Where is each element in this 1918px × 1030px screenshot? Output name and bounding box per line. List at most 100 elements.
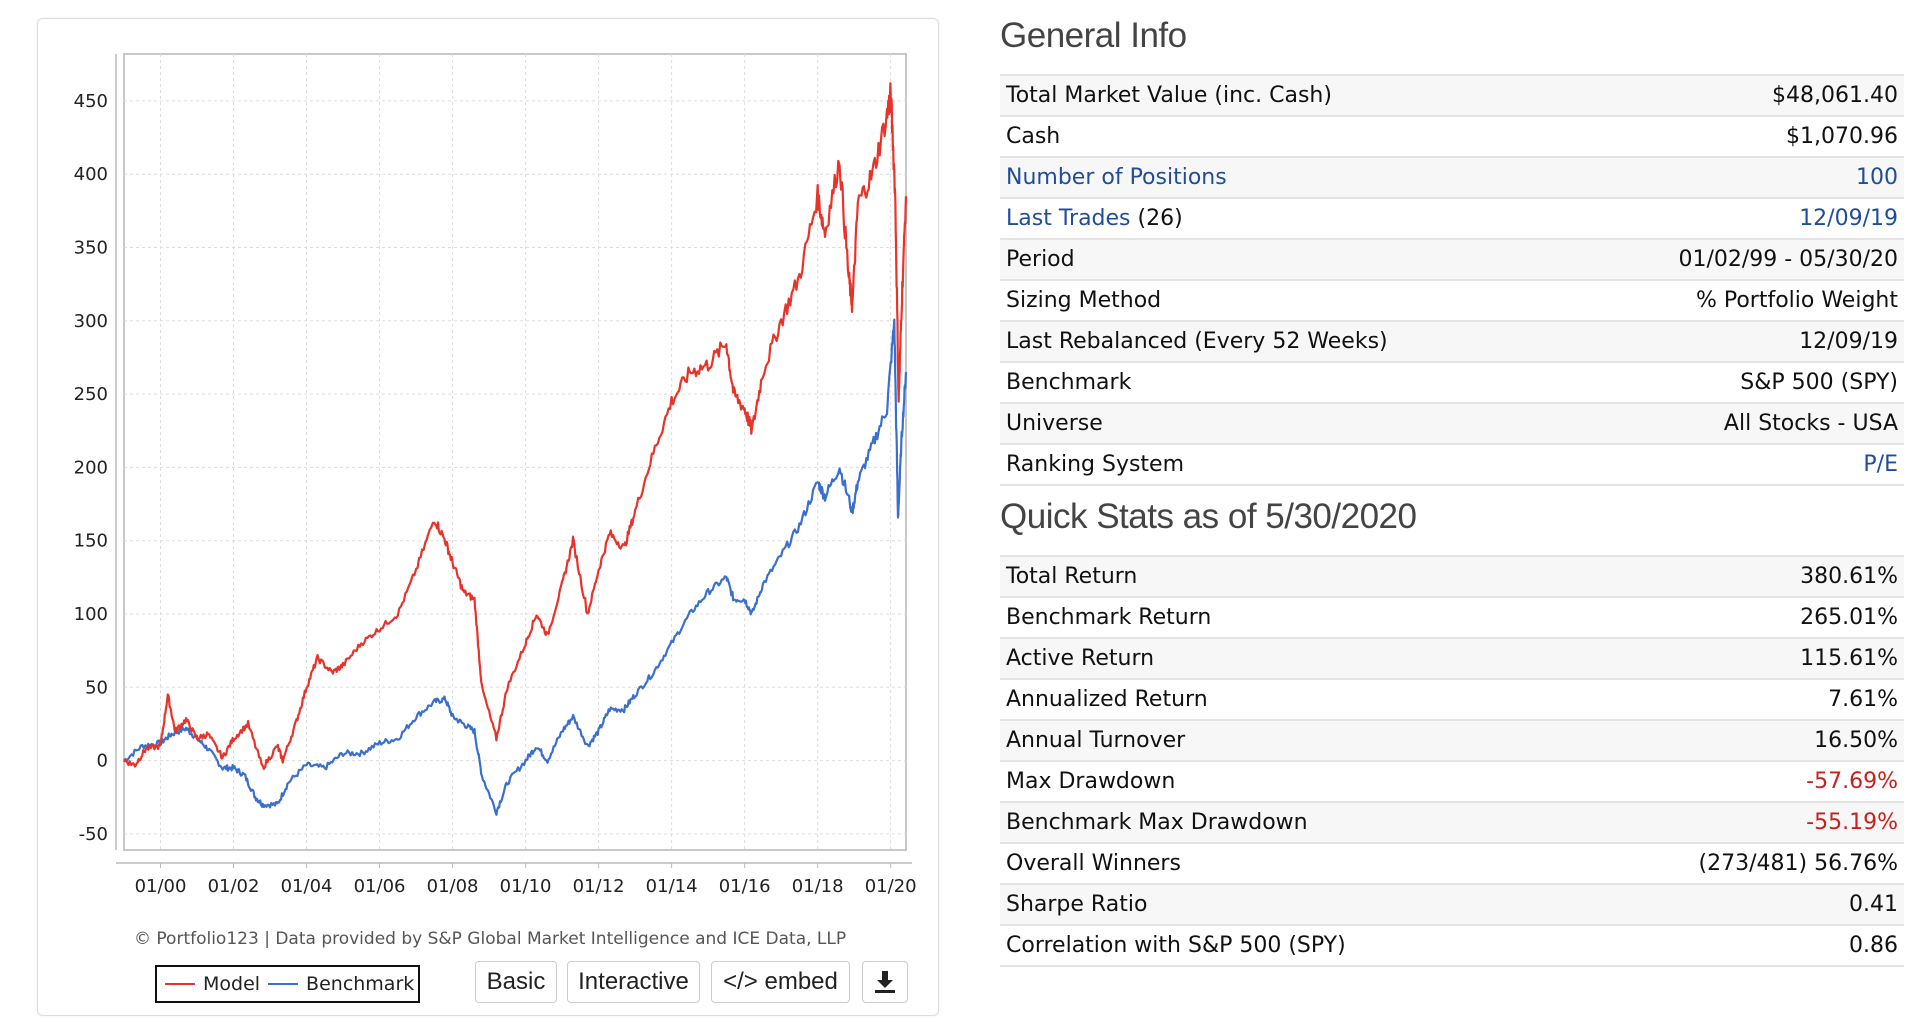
table-row: Correlation with S&P 500 (SPY) 0.86 xyxy=(1000,924,1904,967)
table-row: Overall Winners (273/481) 56.76% xyxy=(1000,842,1904,884)
chart-legend: Model Benchmark xyxy=(155,965,420,1003)
table-row: Sizing Method% Portfolio Weight xyxy=(1000,279,1904,321)
row-label: Annual Turnover xyxy=(1000,719,1565,761)
row-value: P/E xyxy=(1569,443,1904,486)
plot-area xyxy=(123,53,907,851)
table-row: Last Rebalanced (Every 52 Weeks) 12/09/19 xyxy=(1000,320,1904,362)
y-tick-label: 100 xyxy=(74,604,108,625)
legend-model: Model xyxy=(203,973,261,995)
table-row: Benchmark Return 265.01% xyxy=(1000,596,1904,638)
row-label: Max Drawdown xyxy=(1000,760,1565,802)
row-value: 100 xyxy=(1569,156,1904,198)
row-value: (273/481) 56.76% xyxy=(1564,842,1904,884)
row-label: Last Rebalanced (Every 52 Weeks) xyxy=(1000,320,1570,362)
x-tick-label: 01/06 xyxy=(354,876,406,897)
y-tick-label: -50 xyxy=(79,824,108,845)
x-tick-label: 01/02 xyxy=(208,876,260,897)
positions-count-link[interactable]: 100 xyxy=(1856,165,1898,190)
general-info-title: General Info xyxy=(1000,16,1187,55)
x-tick-label: 01/08 xyxy=(427,876,479,897)
x-tick-label: 01/10 xyxy=(500,876,552,897)
row-label: Sizing Method xyxy=(1000,279,1570,321)
row-label: Correlation with S&P 500 (SPY) xyxy=(1000,924,1565,967)
table-row: Number of Positions 100 xyxy=(1000,156,1904,198)
quick-stats-table: Total Return 380.61% Benchmark Return 265.… xyxy=(1000,555,1904,967)
table-row: Last Trades (26) 12/09/19 xyxy=(1000,197,1904,239)
row-value: 265.01% xyxy=(1564,596,1904,638)
table-row: Max Drawdown -57.69% xyxy=(1000,760,1904,802)
table-row: Benchmark S&P 500 (SPY) xyxy=(1000,361,1904,403)
row-value: % Portfolio Weight xyxy=(1569,279,1904,321)
table-row: Ranking System P/E xyxy=(1000,443,1904,486)
quick-stats-title: Quick Stats as of 5/30/2020 xyxy=(1000,497,1417,536)
row-value: 12/09/19 xyxy=(1569,320,1904,362)
row-value: -57.69% xyxy=(1564,760,1904,802)
row-label: Benchmark xyxy=(1000,361,1570,403)
table-row: Sharpe Ratio 0.41 xyxy=(1000,883,1904,925)
table-row: Total Return 380.61% xyxy=(1000,555,1904,597)
chart-panel: -50 0 50 100 150 200 250 300 350 400 450 01/00 01/02… xyxy=(37,18,939,1016)
table-row: Period 01/02/99 - 05/30/20 xyxy=(1000,238,1904,280)
y-tick-label: 400 xyxy=(74,164,108,185)
y-tick-label: 450 xyxy=(74,91,108,112)
x-tick-label: 01/16 xyxy=(719,876,771,897)
row-value: 7.61% xyxy=(1564,678,1904,720)
number-of-positions-link[interactable]: Number of Positions xyxy=(1006,165,1227,190)
ranking-system-link[interactable]: P/E xyxy=(1863,452,1898,477)
table-row: Benchmark Max Drawdown -55.19% xyxy=(1000,801,1904,843)
x-tick-label: 01/18 xyxy=(792,876,844,897)
row-label: Total Return xyxy=(1000,555,1565,597)
interactive-button[interactable]: Interactive xyxy=(567,961,700,1003)
general-info-table: Total Market Value (inc. Cash) $48,061.40… xyxy=(1000,74,1904,486)
row-value: 115.61% xyxy=(1564,637,1904,679)
row-value: S&P 500 (SPY) xyxy=(1569,361,1904,403)
row-value: -55.19% xyxy=(1564,801,1904,843)
row-label: Last Trades (26) xyxy=(1000,197,1570,239)
row-value: 16.50% xyxy=(1564,719,1904,761)
last-trades-link[interactable]: Last Trades xyxy=(1006,206,1131,231)
table-row: Annual Turnover 16.50% xyxy=(1000,719,1904,761)
chart-copyright: © Portfolio123 | Data provided by S&P Gl… xyxy=(134,929,847,949)
model-swatch xyxy=(165,983,195,985)
row-label: Period xyxy=(1000,238,1570,280)
row-value: 12/09/19 xyxy=(1569,197,1904,239)
x-tick-label: 01/14 xyxy=(646,876,698,897)
embed-button[interactable]: </> embed xyxy=(711,961,850,1003)
row-label: Sharpe Ratio xyxy=(1000,883,1565,925)
benchmark-swatch xyxy=(268,983,299,985)
performance-chart: -50 0 50 100 150 200 250 300 350 400 450 01/00 01/02… xyxy=(74,53,917,897)
table-row: Cash $1,070.96 xyxy=(1000,115,1904,157)
y-tick-label: 200 xyxy=(74,457,108,478)
y-tick-label: 350 xyxy=(74,238,108,259)
y-tick-label: 250 xyxy=(74,384,108,405)
table-row: Universe All Stocks - USA xyxy=(1000,402,1904,444)
y-tick-label: 50 xyxy=(85,677,108,698)
basic-button[interactable]: Basic xyxy=(475,961,557,1003)
row-label: Active Return xyxy=(1000,637,1565,679)
x-tick-label: 01/04 xyxy=(281,876,333,897)
x-tick-label: 01/00 xyxy=(135,876,187,897)
y-tick-label: 150 xyxy=(74,531,108,552)
table-row: Annualized Return 7.61% xyxy=(1000,678,1904,720)
row-value: $48,061.40 xyxy=(1569,74,1904,116)
download-icon xyxy=(875,971,895,993)
x-tick-label: 01/20 xyxy=(865,876,917,897)
row-label: Overall Winners xyxy=(1000,842,1565,884)
row-label: Benchmark Return xyxy=(1000,596,1565,638)
row-label: Total Market Value (inc. Cash) xyxy=(1000,74,1570,116)
row-label: Universe xyxy=(1000,402,1570,444)
last-trades-count: (26) xyxy=(1130,206,1183,231)
download-button[interactable] xyxy=(862,961,908,1003)
series-line-model xyxy=(123,82,908,770)
y-tick-label: 0 xyxy=(97,751,108,772)
x-tick-label: 01/12 xyxy=(573,876,625,897)
row-label: Number of Positions xyxy=(1000,156,1570,198)
y-tick-label: 300 xyxy=(74,311,108,332)
legend-benchmark: Benchmark xyxy=(306,973,415,995)
row-value: 0.86 xyxy=(1564,924,1904,967)
row-value: 0.41 xyxy=(1564,883,1904,925)
row-label: Annualized Return xyxy=(1000,678,1565,720)
row-value: 380.61% xyxy=(1564,555,1904,597)
last-trades-date-link[interactable]: 12/09/19 xyxy=(1799,206,1898,231)
table-row: Active Return 115.61% xyxy=(1000,637,1904,679)
